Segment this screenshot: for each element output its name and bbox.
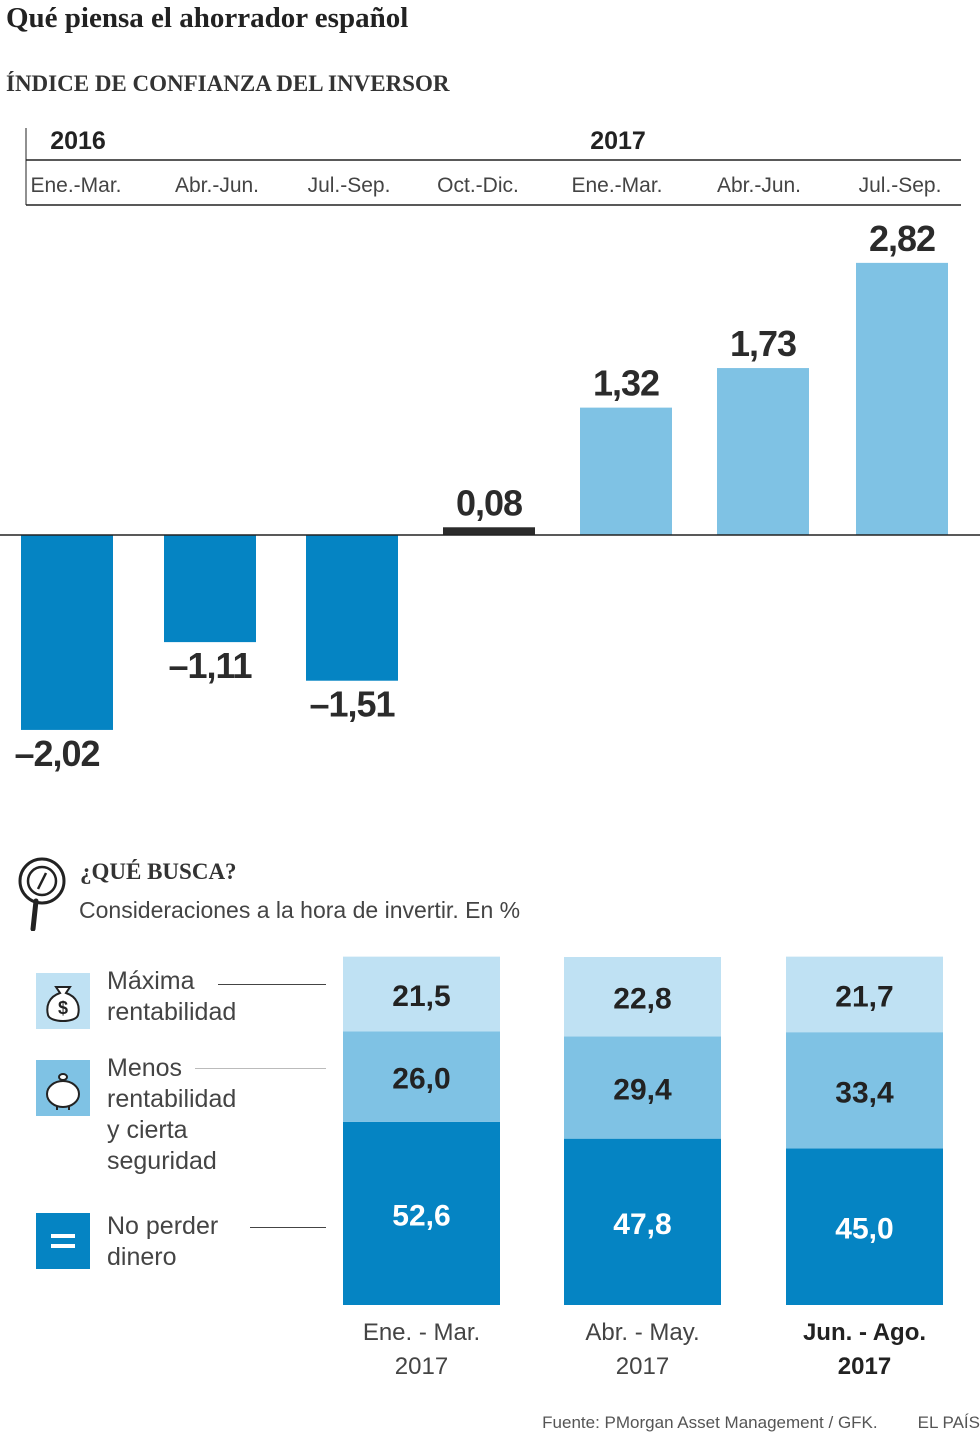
segment-label: 21,5 <box>392 980 450 1013</box>
legend-label-line: seguridad <box>107 1147 217 1175</box>
x-tick-label: 2017 <box>838 1353 891 1380</box>
year-label: 2016 <box>50 127 106 155</box>
stacked-segment <box>343 1031 500 1122</box>
x-tick-label: Abr.-Jun. <box>717 174 801 197</box>
section-subtitle: Consideraciones a la hora de invertir. E… <box>79 897 521 923</box>
footer: Fuente: PMorgan Asset Management / GFK. E… <box>502 1413 980 1433</box>
x-tick-label: Abr.-Jun. <box>175 174 259 197</box>
page-title: Qué piensa el ahorrador español <box>6 2 409 34</box>
legend-label: Menos rentabilidad y cierta seguridad <box>107 1053 236 1177</box>
data-label: 1,32 <box>593 363 659 404</box>
legend-label-line: No perder <box>107 1212 219 1240</box>
x-tick-label: Abr. - May. <box>585 1319 699 1346</box>
data-label: 2,82 <box>869 218 935 259</box>
segment-label: 52,6 <box>392 1199 450 1232</box>
stacked-segment <box>564 1138 721 1305</box>
legend-label: Máxima rentabilidad <box>107 966 236 1028</box>
x-tick-label: Oct.-Dic. <box>437 174 519 197</box>
legend-label-line: rentabilidad <box>107 1085 237 1113</box>
legend-label-line: y cierta <box>107 1116 188 1144</box>
data-label: 1,73 <box>730 323 796 364</box>
source-note: Fuente: PMorgan Asset Management / GFK. <box>542 1413 878 1432</box>
equals-icon <box>36 1213 90 1269</box>
x-tick-label: Jun. - Ago. <box>803 1319 926 1346</box>
bar <box>164 535 256 643</box>
segment-label: 45,0 <box>835 1213 893 1246</box>
x-tick-label: Ene.-Mar. <box>571 174 662 197</box>
legend-label-line: Menos <box>107 1054 183 1082</box>
bar <box>580 407 672 535</box>
segment-label: 47,8 <box>613 1208 671 1241</box>
legend-leader-line <box>195 1068 326 1069</box>
data-label: –1,11 <box>168 645 252 686</box>
stacked-segment <box>343 956 500 1032</box>
stacked-segment <box>343 1121 500 1305</box>
bar <box>443 527 535 535</box>
chart-subtitle: ÍNDICE DE CONFIANZA DEL INVERSOR <box>6 71 450 96</box>
bar <box>306 535 398 681</box>
x-tick-label: Jul.-Sep. <box>308 174 391 197</box>
data-label: –1,51 <box>309 684 395 725</box>
x-tick-label: 2017 <box>395 1353 448 1380</box>
money-bag-icon: $ <box>36 973 90 1029</box>
legend-label-line: rentabilidad <box>107 998 237 1026</box>
magnifying-glass-icon <box>18 857 66 931</box>
segment-label: 29,4 <box>613 1074 672 1107</box>
segment-label: 22,8 <box>613 983 671 1016</box>
x-tick-label: Ene.-Mar. <box>30 174 121 197</box>
bar <box>717 368 809 535</box>
legend-leader-line <box>218 984 326 985</box>
legend-label-line: Máxima <box>107 967 195 995</box>
brand-label: EL PAÍS <box>917 1413 980 1432</box>
x-tick-label: Ene. - Mar. <box>363 1319 480 1346</box>
bar <box>21 535 113 730</box>
data-label: –2,02 <box>14 733 99 774</box>
segment-label: 33,4 <box>835 1076 894 1109</box>
legend-label-line: dinero <box>107 1243 177 1271</box>
section-title: ¿QUÉ BUSCA? <box>80 859 237 884</box>
x-tick-label: Jul.-Sep. <box>859 174 942 197</box>
legend-leader-line <box>250 1227 326 1228</box>
year-label: 2017 <box>590 127 646 155</box>
stacked-segment <box>564 1036 721 1139</box>
bar <box>856 262 948 535</box>
stacked-segment <box>786 1032 943 1149</box>
x-tick-label: 2017 <box>616 1353 669 1380</box>
piggy-bank-icon <box>36 1060 90 1116</box>
stacked-segment <box>786 1148 943 1305</box>
segment-label: 21,7 <box>835 980 893 1013</box>
segment-label: 26,0 <box>392 1063 450 1096</box>
stacked-segment <box>786 956 943 1033</box>
svg-text:$: $ <box>58 998 68 1018</box>
data-label: 0,08 <box>456 482 522 523</box>
stacked-segment <box>564 957 721 1037</box>
legend-label: No perder dinero <box>107 1211 218 1273</box>
